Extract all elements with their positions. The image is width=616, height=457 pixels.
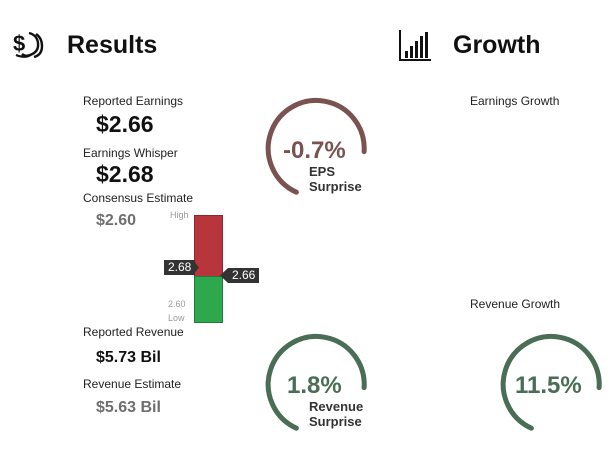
range-lower-segment [194, 276, 223, 323]
eps-surprise-value: -0.7% [283, 137, 346, 164]
money-bag-icon: $ [13, 31, 44, 59]
reported-tag: 2.66 [228, 268, 260, 283]
revenue-estimate-label: Revenue Estimate [83, 377, 182, 391]
range-high-label: High [170, 210, 189, 220]
range-low-value: 2.60 [168, 299, 186, 309]
reported-tag-arrow [220, 268, 228, 283]
earnings-whisper-value: $2.68 [96, 161, 154, 187]
earnings-growth-label: Earnings Growth [470, 94, 560, 108]
bar-chart-icon [399, 30, 431, 61]
revenue-growth-label: Revenue Growth [470, 297, 561, 311]
whisper-tag: 2.68 [164, 260, 196, 275]
reported-revenue-value: $5.73 Bil [96, 349, 161, 366]
revenue-growth-gauge [500, 333, 602, 431]
consensus-estimate-label: Consensus Estimate [83, 191, 194, 205]
range-low-label: Low [168, 313, 185, 323]
results-title: Results [67, 31, 158, 59]
reported-earnings-value: $2.66 [96, 111, 154, 137]
revenue-growth-value: 11.5% [515, 372, 582, 399]
revenue-caption-line2: Surprise [309, 414, 362, 429]
eps-surprise-gauge [265, 97, 367, 195]
eps-caption-line1: EPS [309, 164, 336, 179]
reported-revenue-label: Reported Revenue [83, 325, 184, 339]
revenue-estimate-value: $5.63 Bil [96, 399, 161, 416]
revenue-surprise-value: 1.8% [287, 372, 342, 399]
revenue-caption-line1: Revenue [309, 399, 364, 414]
consensus-estimate-value: $2.60 [96, 212, 137, 229]
svg-text:$: $ [13, 31, 25, 56]
earnings-whisper-label: Earnings Whisper [83, 146, 178, 160]
eps-caption-line2: Surprise [309, 179, 362, 194]
revenue-surprise-gauge [265, 333, 367, 431]
whisper-tag-arrow [193, 260, 199, 275]
reported-earnings-label: Reported Earnings [83, 94, 184, 108]
growth-title: Growth [453, 31, 541, 59]
